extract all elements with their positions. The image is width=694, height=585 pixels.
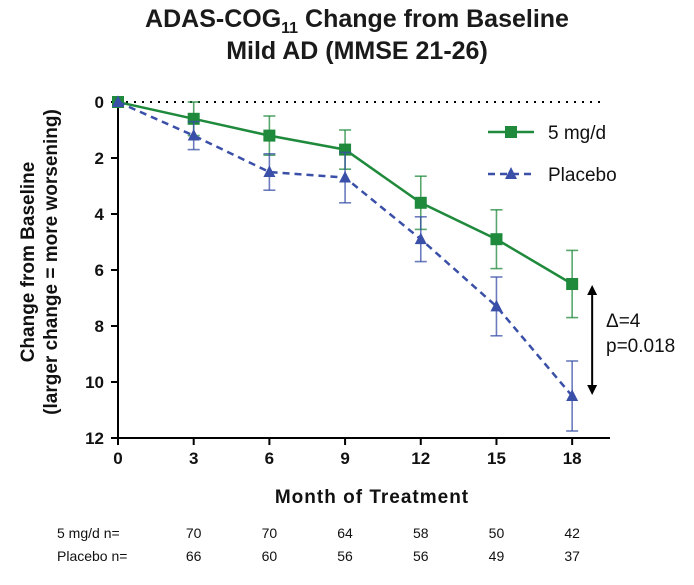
y-tick-label: 2	[95, 149, 104, 168]
x-tick-label: 6	[265, 449, 274, 468]
data-point-triangle	[566, 389, 579, 401]
data-point-triangle	[187, 129, 200, 141]
title-main: ADAS-COG	[145, 5, 282, 33]
x-tick-label: 15	[487, 449, 506, 468]
legend-marker-triangle	[505, 167, 517, 179]
axes: 0 2 4 6 8 10 12 0 3 6 9 12 15 18 Month of Treatment Cha…	[18, 93, 610, 508]
data-point-triangle	[339, 171, 352, 183]
series-group	[112, 95, 579, 432]
y-tick-label: 8	[95, 317, 104, 336]
data-point-triangle	[490, 299, 503, 312]
chart-title-line1: ADAS-COG11 Change from Baseline	[10, 4, 694, 44]
difference-annotation: Δ=4 p=0.018	[587, 285, 675, 395]
x-tick-label: 0	[113, 449, 122, 468]
title-rest: Change from Baseline	[298, 5, 569, 33]
data-point-square	[263, 129, 276, 142]
legend-label: Placebo	[548, 165, 617, 186]
legend-label: 5 mg/d	[548, 123, 606, 144]
y-axis-label-line1: Change from Baseline	[18, 162, 39, 363]
x-tick-label: 18	[563, 449, 582, 468]
y-tick-label: 12	[85, 429, 104, 448]
data-point-triangle	[112, 95, 124, 107]
series-1	[112, 95, 579, 432]
legend-item-0: 5 mg/d	[488, 123, 606, 144]
legend: 5 mg/d Placebo	[488, 123, 617, 186]
y-tick-label: 6	[95, 261, 104, 280]
chart-title-line2: Mild AD (MMSE 21-26)	[226, 37, 488, 65]
data-point-square	[566, 278, 579, 290]
x-tick-label: 3	[189, 449, 198, 468]
p-value-label: p=0.018	[606, 336, 675, 357]
x-tick-label: 12	[411, 449, 430, 468]
x-axis-label: Month of Treatment	[275, 487, 469, 508]
legend-marker-square	[505, 126, 517, 138]
legend-item-1: Placebo	[488, 165, 617, 186]
y-tick-label: 10	[85, 373, 104, 392]
y-tick-label: 0	[95, 93, 104, 112]
delta-label: Δ=4	[606, 311, 641, 332]
data-point-square	[490, 233, 503, 246]
y-axis-label-line2: (larger change = more worsening)	[41, 109, 62, 415]
data-point-triangle	[263, 165, 276, 177]
y-tick-label: 4	[95, 205, 105, 224]
title-subscript: 11	[281, 20, 299, 37]
data-point-triangle	[414, 232, 427, 245]
x-tick-label: 9	[340, 449, 349, 468]
data-point-square	[414, 196, 427, 209]
